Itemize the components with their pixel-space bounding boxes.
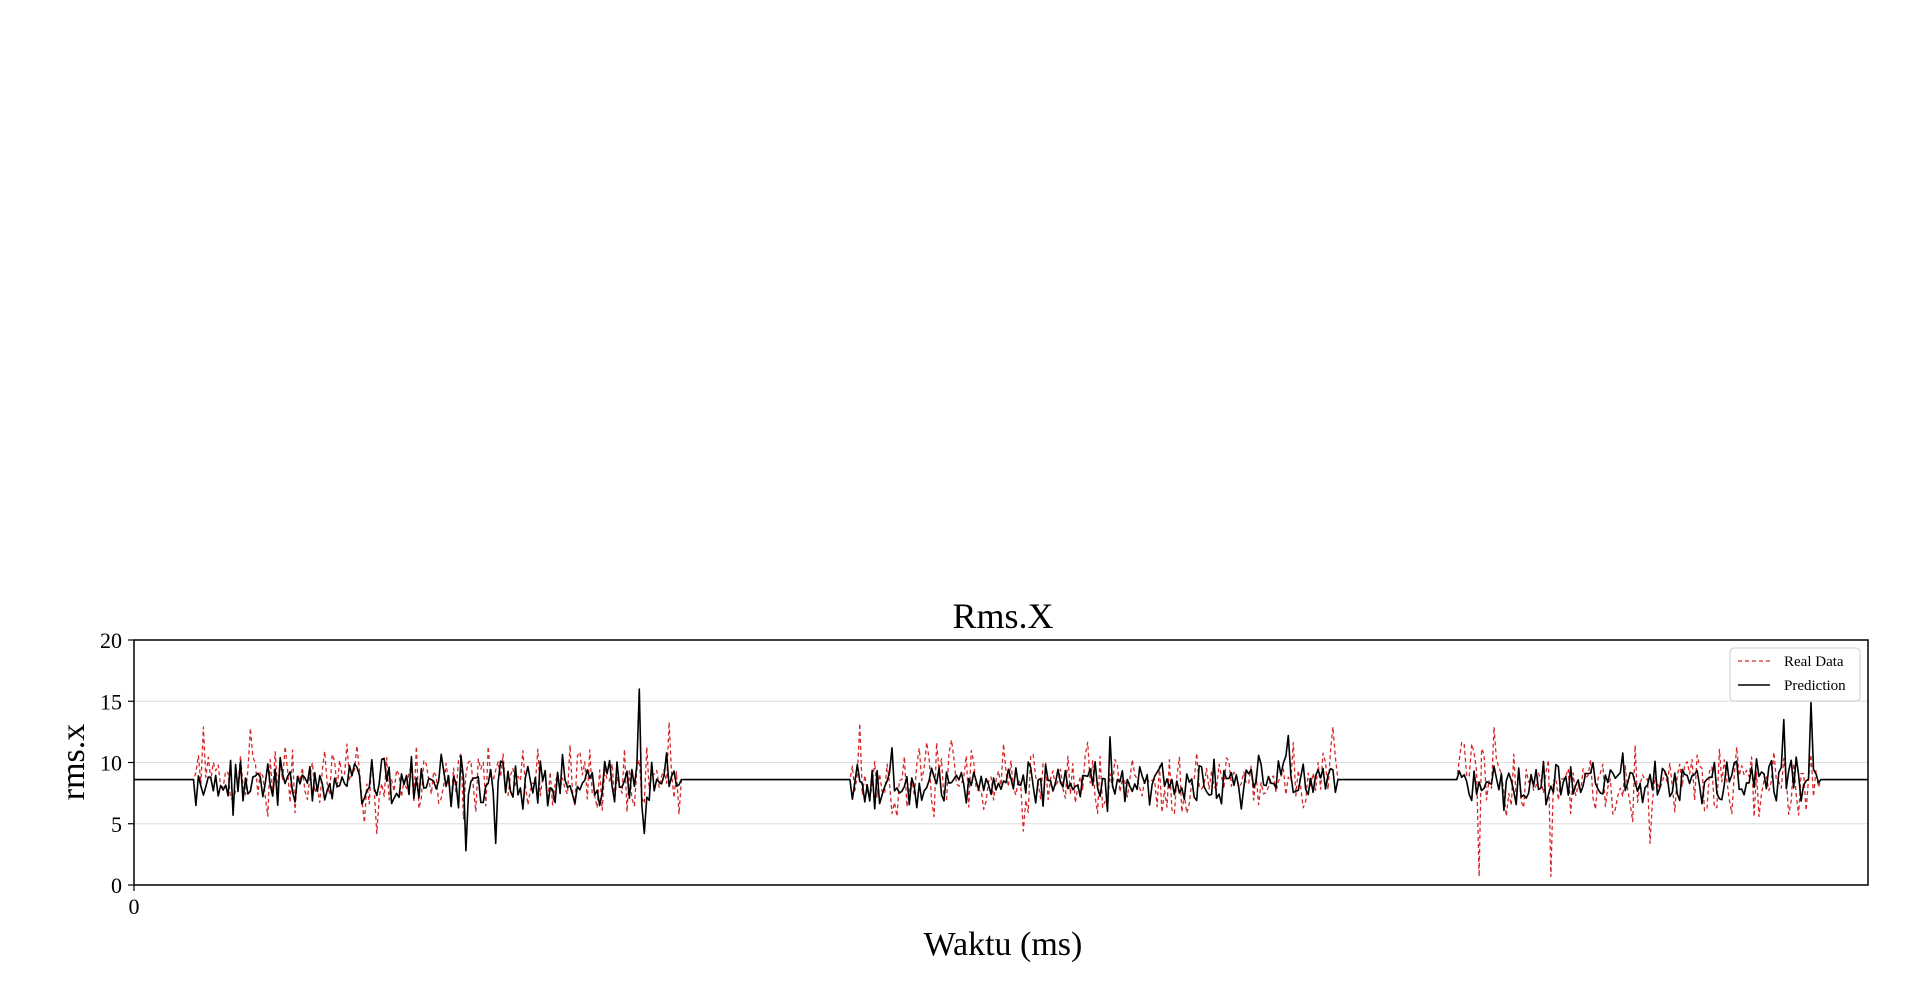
y-tick-label: 10: [100, 751, 122, 776]
legend-prediction-label: Prediction: [1784, 678, 1846, 694]
y-tick-label: 20: [100, 628, 122, 653]
legend-real-data-label: Real Data: [1784, 654, 1844, 670]
grid-lines: [134, 700, 1868, 825]
x-axis-ticks: 0: [129, 885, 140, 919]
plot-area: [134, 688, 1868, 878]
y-tick-label: 5: [111, 812, 122, 837]
x-axis-label: Waktu (ms): [924, 926, 1083, 963]
chart-title: Rms.X: [952, 596, 1053, 636]
y-tick-label: 15: [100, 689, 122, 714]
x-tick-label: 0: [129, 894, 140, 919]
y-axis-ticks: 0 5 10 15 20: [100, 628, 134, 898]
y-axis-label: rms.x: [55, 724, 92, 801]
series-prediction-line: [134, 688, 1868, 852]
y-tick-label: 0: [111, 873, 122, 898]
legend: Real Data Prediction: [1729, 647, 1861, 702]
